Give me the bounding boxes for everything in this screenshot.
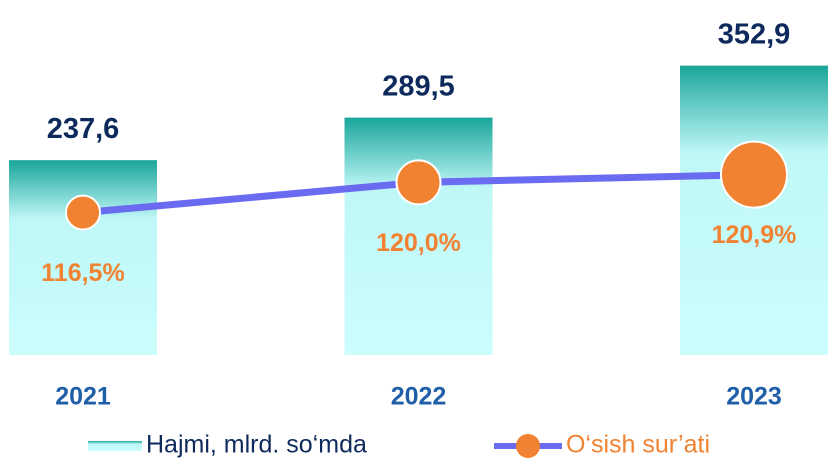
- legend-label: O‘sish sur’ati: [566, 431, 710, 459]
- bar-value-label: 289,5: [382, 70, 455, 102]
- growth-value-label: 120,9%: [712, 221, 797, 249]
- bar-value-label: 352,9: [718, 18, 791, 50]
- growth-value-label: 120,0%: [376, 229, 461, 257]
- x-tick-label: 2022: [391, 383, 447, 411]
- legend-marker: [516, 434, 540, 458]
- bar-value-label: 237,6: [47, 113, 120, 145]
- bar: [9, 160, 157, 355]
- legend-label: Hajmi, mlrd. so‘mda: [146, 431, 367, 459]
- growth-marker: [720, 140, 788, 209]
- growth-marker: [65, 194, 101, 231]
- legend-swatch: [88, 441, 142, 451]
- growth-marker: [395, 159, 442, 206]
- x-tick-label: 2023: [726, 383, 782, 411]
- bar: [680, 65, 828, 355]
- bar: [344, 117, 493, 355]
- growth-value-label: 116,5%: [41, 259, 124, 287]
- x-tick-label: 2021: [55, 383, 111, 411]
